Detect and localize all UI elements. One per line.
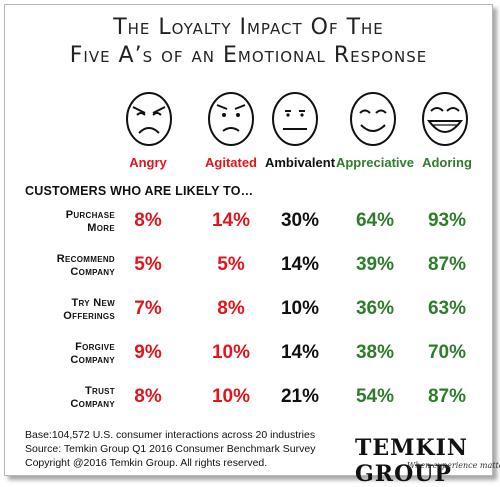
value-cell: 39% <box>355 254 395 275</box>
value-cell: 5% <box>217 254 245 275</box>
row-label-trust-company: Trust Company <box>25 385 115 411</box>
chart-title-line1: The Loyalty Impact Of The <box>113 15 384 40</box>
footer-base: Base:104,572 U.S. consumer interactions … <box>25 429 316 441</box>
row-label-line2: Company <box>70 266 115 278</box>
value-cell: 10% <box>280 298 320 319</box>
value-cell: 14% <box>211 210 251 231</box>
column-label-ambivalent: Ambivalent <box>264 155 336 170</box>
row-label-forgive-company: Forgive Company <box>25 341 115 367</box>
row-label-recommend-company: Recommend Company <box>25 253 115 279</box>
row-label-line1: Forgive <box>75 341 115 353</box>
value-cell: 14% <box>280 342 320 363</box>
value-cell: 10% <box>211 386 251 407</box>
row-label-line1: Trust <box>85 385 115 397</box>
angry-face-icon <box>126 92 172 146</box>
row-label-line1: Try New <box>71 297 115 309</box>
footer-copyright: Copyright @2016 Temkin Group. All rights… <box>25 457 268 469</box>
row-label-line2: Offerings <box>63 310 115 322</box>
value-cell: 8% <box>134 386 162 407</box>
row-label-purchase-more: Purchase More <box>25 209 115 235</box>
table-prompt: CUSTOMERS WHO ARE LIKELY TO… <box>25 184 254 198</box>
value-cell: 63% <box>427 298 467 319</box>
column-label-appreciative: Appreciative <box>335 155 415 170</box>
value-cell: 9% <box>134 342 162 363</box>
row-label-line2: More <box>87 222 115 234</box>
temkin-group-logo: TEMKIN GROUP When experience matters <box>355 435 500 487</box>
row-label-line1: Purchase <box>65 209 115 221</box>
row-label-try-new-offerings: Try New Offerings <box>25 297 115 323</box>
column-label-adoring: Adoring <box>422 155 472 170</box>
value-cell: 5% <box>134 254 162 275</box>
value-cell: 8% <box>217 298 245 319</box>
value-cell: 36% <box>355 298 395 319</box>
column-label-angry: Angry <box>129 155 167 170</box>
ambivalent-face-icon <box>272 92 318 146</box>
value-cell: 7% <box>134 298 162 319</box>
value-cell: 70% <box>427 342 467 363</box>
appreciative-face-icon <box>350 92 396 146</box>
value-cell: 87% <box>427 386 467 407</box>
chart-title-line2: Five A’s of an Emotional Response <box>69 43 428 68</box>
value-cell: 64% <box>355 210 395 231</box>
infographic-frame: The Loyalty Impact Of The Five A’s of an… <box>4 4 500 487</box>
value-cell: 14% <box>280 254 320 275</box>
row-label-line2: Company <box>70 354 115 366</box>
row-label-line1: Recommend <box>56 253 115 265</box>
adoring-face-icon <box>422 92 468 146</box>
value-cell: 21% <box>280 386 320 407</box>
column-label-agitated: Agitated <box>205 155 257 170</box>
agitated-face-icon <box>208 92 254 146</box>
row-label-line2: Company <box>70 398 115 410</box>
value-cell: 8% <box>134 210 162 231</box>
footer-source: Source: Temkin Group Q1 2016 Consumer Be… <box>25 443 316 455</box>
logo-tagline: When experience matters <box>407 461 500 470</box>
value-cell: 87% <box>427 254 467 275</box>
value-cell: 38% <box>355 342 395 363</box>
value-cell: 93% <box>427 210 467 231</box>
value-cell: 54% <box>355 386 395 407</box>
value-cell: 10% <box>211 342 251 363</box>
value-cell: 30% <box>280 210 320 231</box>
